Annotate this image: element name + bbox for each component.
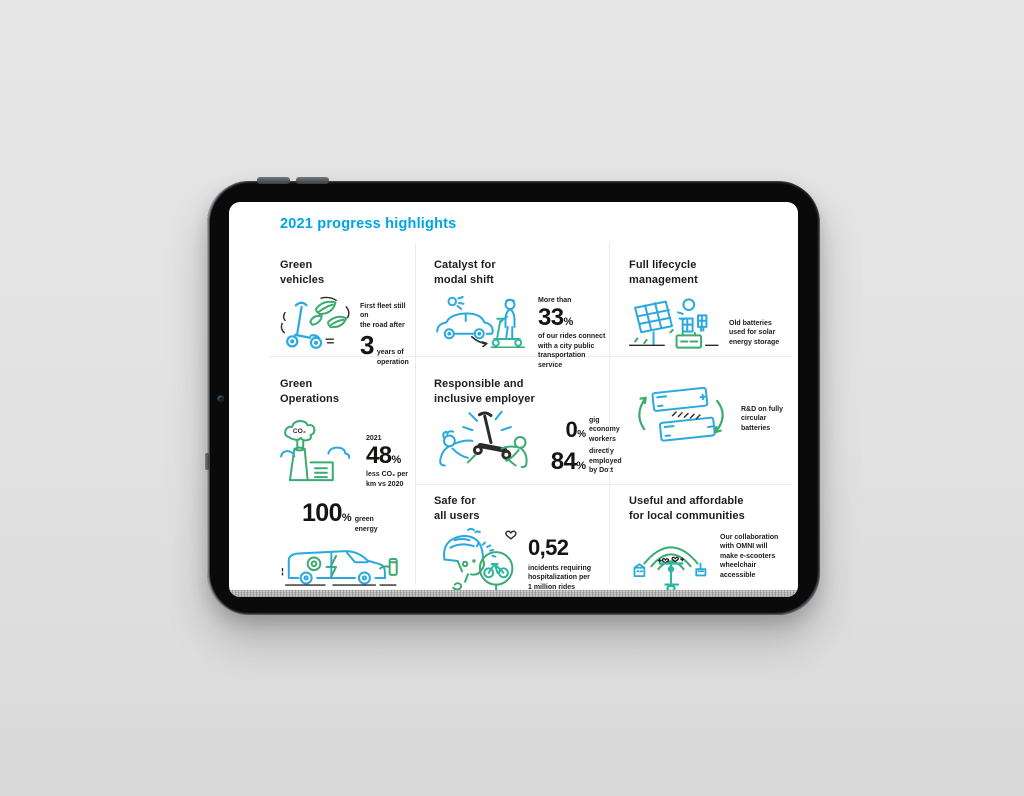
stat-unit: %: [576, 459, 586, 472]
stat-desc: incidents requiring hospitalization per …: [528, 565, 592, 591]
section-heading: Responsible and inclusive employer: [434, 378, 535, 405]
people-holding-scooter-illustration: [434, 410, 534, 481]
stat-pre-text: First fleet still on the road after: [360, 303, 406, 329]
car-person-scooter-illustration: [434, 294, 532, 354]
stat-unit: %: [391, 454, 402, 467]
stat-label: directly employed by Dott: [589, 448, 622, 475]
factory-co2-illustration: CO₂: [280, 418, 356, 486]
stat-lead-text: More than: [538, 297, 572, 305]
volume-down-button: [296, 177, 329, 184]
tablet-bezel: 2021 progress highlights Green vehicles: [210, 184, 817, 612]
stat-value: 3: [360, 330, 374, 361]
side-button: [205, 453, 209, 470]
section-lifecycle: Full lifecycle management: [609, 243, 792, 357]
accessible-scooter-illustration: [629, 527, 713, 593]
stat-label: gig economy workers: [589, 417, 620, 443]
section-batteries-rd: R&D on fully circular batteries: [609, 357, 792, 485]
volume-up-button: [257, 177, 290, 184]
stat-value: 33: [538, 304, 564, 332]
stat-desc: less CO₂ per km vs 2020: [366, 471, 409, 488]
stat-desc: of our rides connect with a city public …: [538, 333, 606, 369]
stat-row: 84 % directly employed by Dott: [536, 447, 622, 475]
stat-value: 100: [302, 499, 343, 528]
section-heading: Useful and affordable for local communit…: [629, 495, 745, 522]
tablet-screen: 2021 progress highlights Green vehicles: [229, 202, 798, 597]
section-modal-shift: Catalyst for modal shift: [415, 243, 609, 369]
stat-value: 48: [366, 442, 392, 470]
electric-van-charging-illustration: [280, 537, 400, 589]
highlights-grid: Green vehicles: [269, 243, 792, 584]
section-heading: Green Operations: [280, 378, 340, 405]
page-title: 2021 progress highlights: [280, 216, 457, 232]
screen-bottom-texture: [229, 590, 798, 597]
stat-row: 0 % gig economy workers: [536, 416, 622, 444]
stat-desc: R&D on fully circular batteries: [741, 406, 783, 432]
stat-value: 0: [565, 417, 578, 443]
section-green-operations: Green Operations: [269, 357, 415, 584]
tablet-device: 2021 progress highlights Green vehicles: [205, 177, 820, 615]
section-employer: Responsible and inclusive employer: [415, 357, 622, 485]
section-heading: Safe for all users: [434, 495, 480, 522]
stat-year: 2021: [366, 435, 382, 443]
stat-unit: %: [563, 316, 574, 329]
stat-value: 84: [550, 447, 577, 475]
stat-desc: Old batteries used for solar energy stor…: [729, 320, 780, 346]
section-heading: Catalyst for modal shift: [434, 259, 496, 286]
section-green-vehicles: Green vehicles: [269, 243, 415, 366]
scooter-leaves-illustration: [280, 296, 352, 350]
stat-label: years of operation: [376, 349, 409, 366]
section-heading: Green vehicles: [280, 259, 325, 286]
helmet-bike-sign-illustration: [434, 527, 522, 595]
co2-cloud-label: CO₂: [293, 428, 306, 435]
stat-label: green energy: [354, 516, 378, 533]
section-safety: Safe for all users: [415, 485, 609, 584]
section-communities: Useful and affordable for local communit…: [609, 485, 792, 584]
stat-unit: %: [577, 429, 586, 441]
stat-desc: Our collaboration with OMNI will make e-…: [720, 534, 779, 579]
section-heading: Full lifecycle management: [629, 259, 698, 286]
green-energy-block: 100 % green energy: [280, 501, 415, 589]
front-camera-icon: [218, 396, 223, 401]
stat-unit: %: [341, 512, 352, 525]
stat-value: 0,52: [528, 535, 569, 561]
solar-panel-battery-illustration: [629, 297, 721, 353]
circular-batteries-illustration: [629, 383, 733, 447]
